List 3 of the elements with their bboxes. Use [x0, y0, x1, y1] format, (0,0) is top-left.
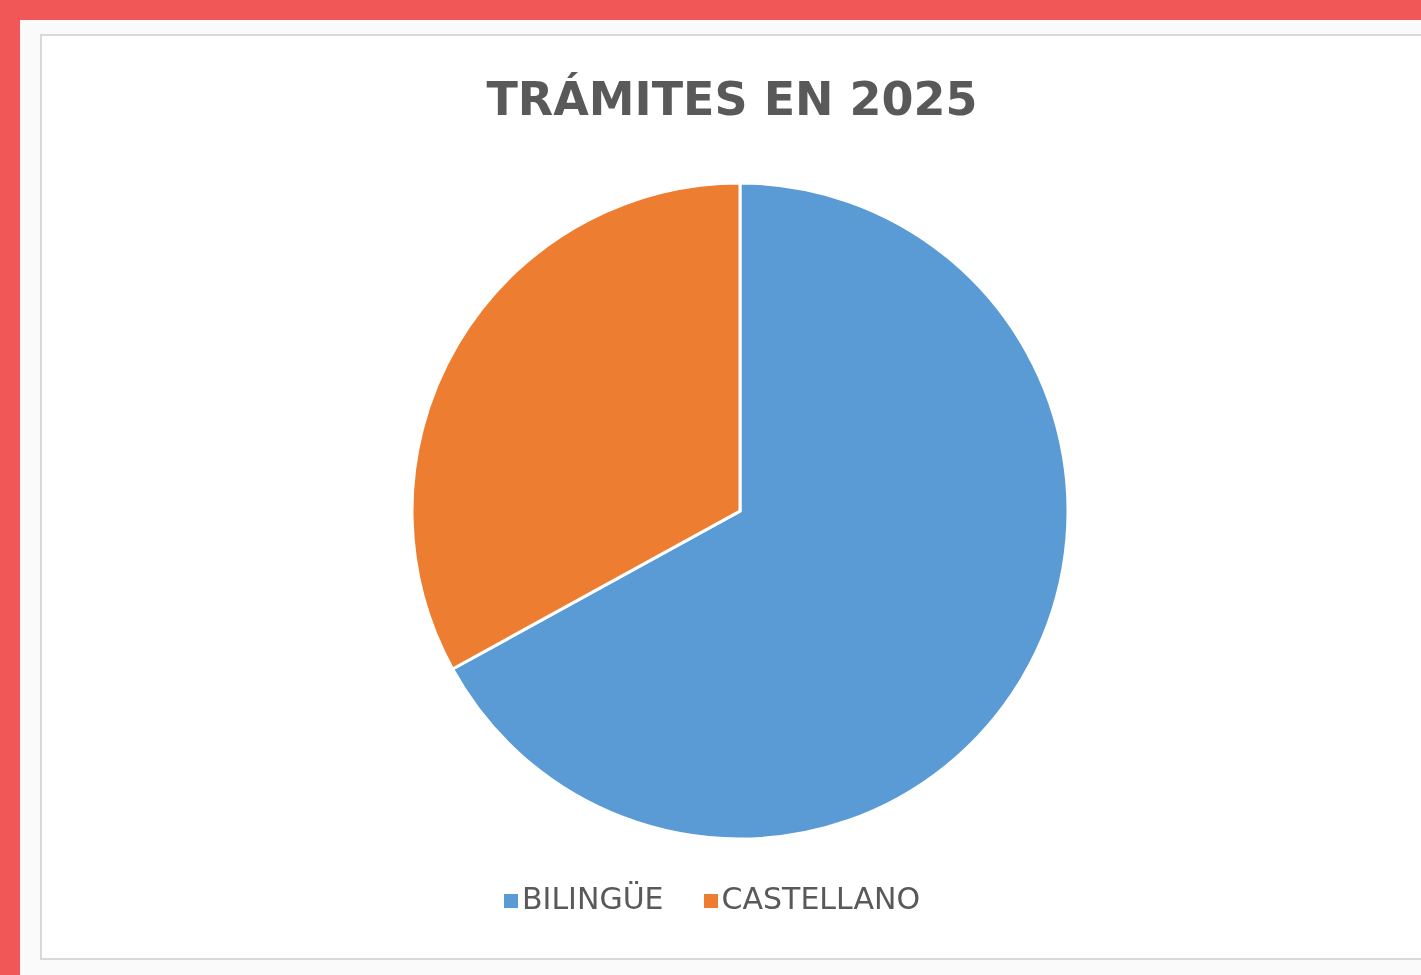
chart-title: TRÁMITES EN 2025 — [485, 72, 979, 126]
legend-label: CASTELLANO — [721, 881, 921, 916]
legend-label: BILINGÜE — [521, 881, 664, 916]
